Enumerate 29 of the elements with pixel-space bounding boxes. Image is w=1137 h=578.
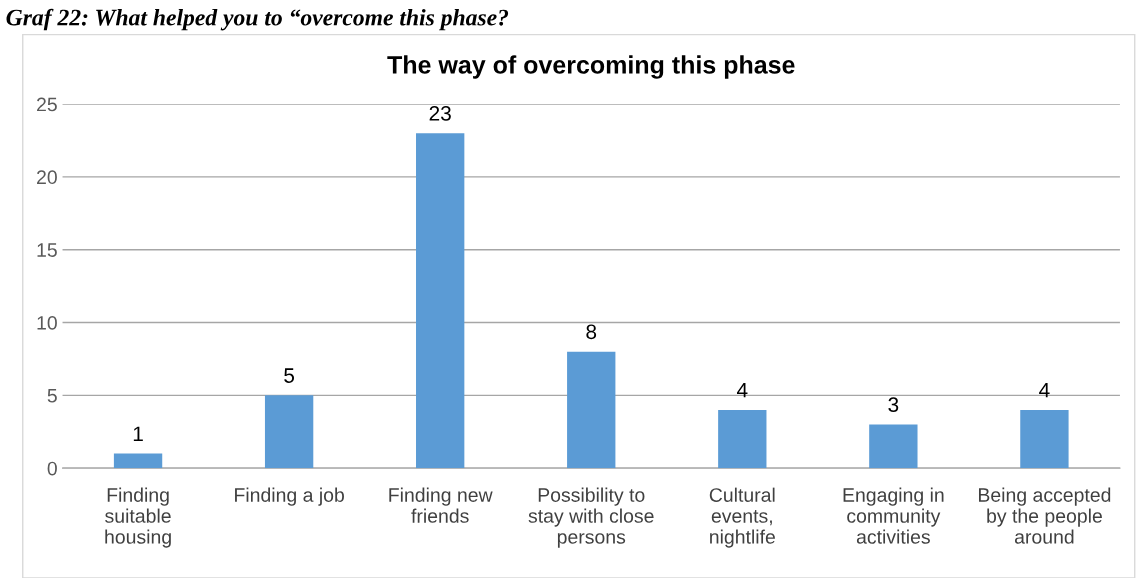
chart-title: The way of overcoming this phase	[387, 55, 795, 79]
x-tick-label: Possibility to stay with close persons	[528, 487, 654, 548]
y-tick-label: 15	[37, 243, 57, 257]
y-tick-label: 10	[37, 315, 57, 330]
text: Graf 22: What helped you to “overcome this phase?	[6, 8, 509, 31]
x-tick-label: Finding a job	[235, 487, 344, 506]
bar	[1020, 409, 1069, 469]
x-tick-label: Cultural events, nightlife	[709, 487, 775, 548]
bar	[567, 351, 616, 469]
y-tick-label: 5	[47, 389, 57, 403]
y-tick-label: 25	[37, 97, 57, 112]
data-label: 5	[284, 368, 295, 383]
x-tick-label: Being accepted by the people around	[978, 487, 1111, 544]
data-label: 4	[1039, 382, 1050, 398]
bar	[264, 395, 314, 469]
x-tick-label: Finding suitable housing	[105, 487, 171, 548]
x-tick-label: Finding new friends	[389, 487, 493, 523]
bar	[869, 424, 918, 469]
y-tick-label: 0	[47, 461, 57, 476]
data-label: 3	[888, 397, 899, 413]
y-tick-label: 20	[37, 170, 57, 185]
data-label: 1	[133, 426, 143, 441]
bar	[718, 409, 767, 469]
data-label: 8	[586, 324, 597, 340]
x-tick-label: Engaging in community activities	[843, 487, 944, 544]
data-label: 23	[429, 105, 451, 121]
bar	[416, 133, 465, 469]
data-label: 4	[736, 382, 748, 398]
bar	[113, 453, 163, 469]
